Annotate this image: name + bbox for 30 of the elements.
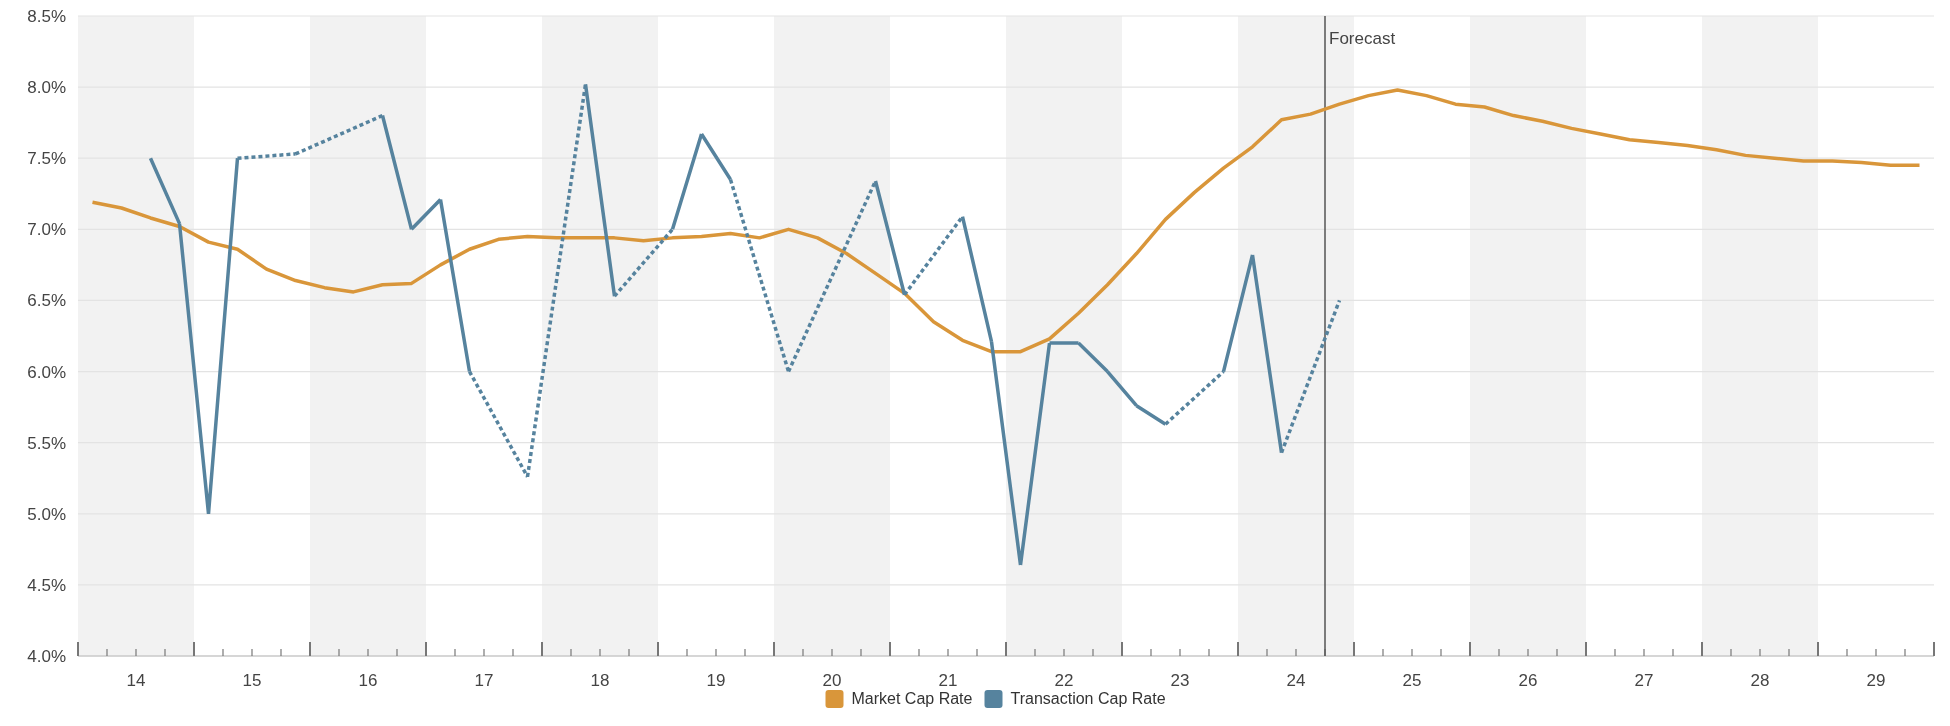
y-tick-label: 6.0% <box>27 362 66 382</box>
y-tick-label: 4.5% <box>27 575 66 595</box>
x-tick-label: 23 <box>1170 671 1190 690</box>
line-series <box>90 88 1922 354</box>
x-tick-label: 29 <box>1866 671 1886 690</box>
x-tick-label: 18 <box>590 671 610 690</box>
y-tick-label: 5.5% <box>27 433 66 453</box>
x-tick-label: 27 <box>1634 671 1654 690</box>
y-tick-label: 6.5% <box>27 291 66 311</box>
x-tick-label: 19 <box>706 671 726 690</box>
legend-label: Market Cap Rate <box>851 690 973 707</box>
y-tick-label: 4.0% <box>27 646 66 666</box>
x-tick-label: 25 <box>1402 671 1422 690</box>
y-tick-label: 7.5% <box>27 149 66 169</box>
x-tick-label: 28 <box>1750 671 1770 690</box>
x-tick-label: 24 <box>1286 671 1306 690</box>
x-tick-label: 17 <box>474 671 494 690</box>
x-tick-label: 26 <box>1518 671 1538 690</box>
y-tick-label: 5.0% <box>27 504 66 524</box>
x-tick-label: 22 <box>1054 671 1074 690</box>
y-tick-label: 8.0% <box>27 78 66 98</box>
x-tick-label: 14 <box>126 671 146 690</box>
y-tick-label: 8.5% <box>27 6 66 26</box>
x-tick-label: 21 <box>938 671 958 690</box>
x-tick-label: 16 <box>358 671 378 690</box>
x-tick-label: 15 <box>242 671 262 690</box>
ref-line-label: Forecast <box>1329 29 1396 48</box>
y-tick-label: 7.0% <box>27 220 66 240</box>
x-tick-label: 20 <box>822 671 842 690</box>
legend-label: Transaction Cap Rate <box>1010 690 1166 707</box>
